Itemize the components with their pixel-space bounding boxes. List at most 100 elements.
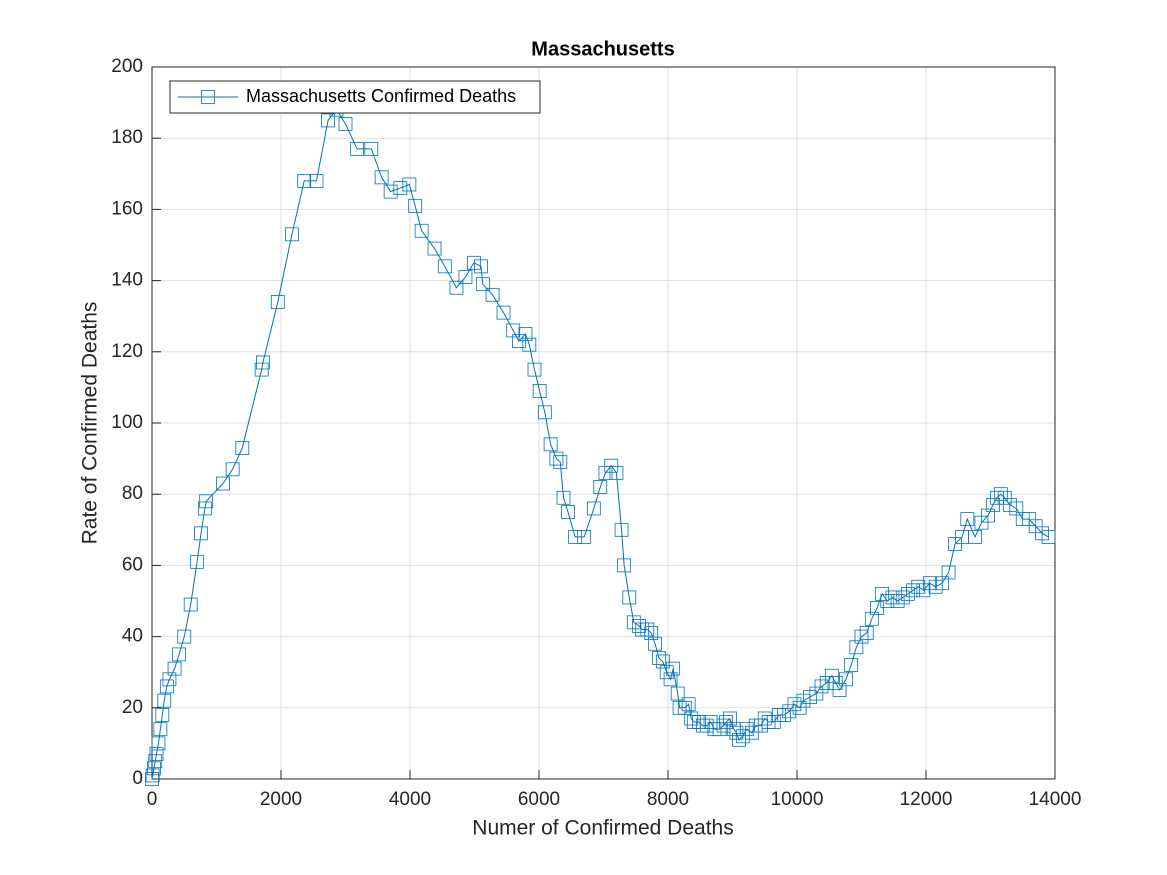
y-tick-label: 0	[132, 768, 143, 789]
data-point	[383, 184, 398, 199]
data-point	[880, 594, 895, 608]
x-tick-label: 6000	[518, 789, 560, 810]
data-point	[640, 622, 655, 637]
data-point	[644, 626, 659, 640]
x-tick-label: 8000	[647, 789, 689, 810]
data-point	[663, 672, 678, 687]
data-point	[321, 113, 335, 128]
y-tick-label: 200	[111, 56, 143, 77]
data-point	[859, 626, 874, 640]
data-point	[828, 675, 843, 690]
data-point	[911, 579, 926, 594]
data-point	[256, 355, 270, 370]
data-point	[543, 437, 558, 452]
legend-marker	[201, 90, 215, 104]
data-point	[681, 697, 696, 712]
data-point	[151, 736, 166, 751]
data-point	[609, 465, 624, 480]
data-point	[393, 181, 408, 195]
data-point	[744, 725, 759, 740]
series-line	[151, 108, 1049, 780]
data-point	[148, 754, 163, 769]
data-point	[285, 227, 299, 242]
data-point	[149, 747, 164, 761]
data-point	[648, 636, 662, 651]
data-point	[414, 223, 429, 238]
data-point	[155, 708, 170, 722]
data-point	[839, 672, 853, 687]
data-point	[593, 480, 608, 494]
x-tick-label: 10000	[771, 789, 824, 810]
x-axis-label: Numer of Confirmed Deaths	[472, 817, 733, 840]
data-point	[986, 497, 1000, 512]
data-point	[364, 141, 379, 156]
data-point	[235, 441, 250, 455]
data-point	[553, 455, 568, 470]
x-tick-label: 12000	[900, 789, 953, 810]
data-point	[199, 494, 214, 509]
data-point	[338, 117, 353, 131]
data-point	[197, 501, 212, 516]
data-point	[506, 323, 521, 338]
y-tick-label: 120	[111, 341, 143, 362]
data-point	[458, 270, 473, 284]
data-point	[622, 590, 637, 605]
y-tick-label: 20	[122, 697, 143, 718]
data-point	[614, 522, 629, 537]
data-point	[990, 490, 1004, 505]
data-point	[167, 661, 182, 676]
data-point	[153, 722, 168, 737]
data-point	[309, 174, 324, 188]
x-tick-label: 4000	[389, 789, 431, 810]
plot-frame	[151, 66, 1056, 780]
y-tick-label: 180	[111, 127, 143, 148]
data-point	[427, 241, 442, 256]
data-point	[670, 686, 685, 701]
data-point	[941, 565, 956, 580]
data-point	[766, 715, 781, 729]
data-point	[997, 490, 1012, 505]
data-point	[854, 629, 869, 644]
data-point	[586, 501, 601, 516]
y-tick-label: 40	[122, 626, 143, 647]
y-tick-label: 140	[111, 270, 143, 291]
data-point	[732, 732, 746, 747]
data-point	[216, 476, 230, 491]
data-point	[297, 174, 312, 188]
data-point	[655, 654, 670, 669]
data-point	[787, 697, 802, 712]
data-point	[692, 715, 706, 729]
data-point	[556, 490, 571, 505]
data-point	[145, 772, 159, 786]
y-tick-label: 80	[122, 483, 143, 504]
data-point	[819, 675, 834, 690]
data-point	[632, 619, 646, 633]
data-point	[777, 708, 791, 722]
data-point	[948, 537, 962, 551]
data-point	[225, 462, 240, 477]
data-point	[993, 487, 1008, 502]
data-point	[532, 384, 547, 398]
data-point	[172, 647, 186, 662]
data-point	[374, 170, 389, 185]
data-point	[537, 405, 552, 420]
data-point	[875, 586, 890, 601]
y-tick-label: 160	[111, 198, 143, 219]
x-tick-label: 0	[147, 789, 158, 810]
data-point	[598, 465, 613, 480]
data-point	[735, 729, 750, 744]
legend-label: Massachusetts Confirmed Deaths	[246, 86, 516, 106]
data-point	[522, 337, 537, 352]
data-point	[561, 505, 575, 519]
data-point	[402, 177, 417, 192]
data-point	[183, 597, 198, 612]
data-point	[162, 672, 177, 687]
x-tick-label: 2000	[260, 789, 302, 810]
data-point	[782, 704, 797, 719]
data-point	[270, 295, 285, 309]
data-point	[577, 530, 592, 544]
data-point	[870, 601, 884, 616]
data-point	[844, 658, 859, 672]
data-point	[527, 362, 542, 377]
